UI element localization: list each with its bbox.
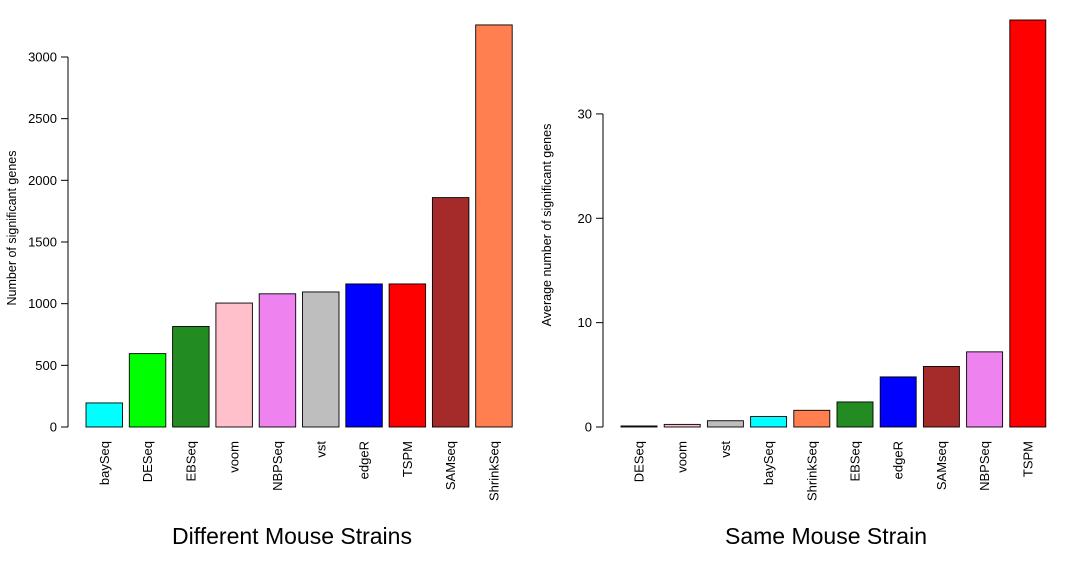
y-tick-label: 30 [578,106,592,121]
panel-title: Different Mouse Strains [172,523,412,549]
bar-edger [345,283,383,428]
bar-tspm [1009,19,1047,428]
bar-tspm [388,283,427,428]
bar-ebseq [172,326,210,428]
x-category-label: DESeq [632,441,647,482]
y-tick-label: 0 [585,420,592,435]
chart-panel-different-strains: 0 500 1000 1500 2000 2500 3000 Number of signif… [5,24,513,549]
y-tick-label: 3000 [28,50,57,65]
x-category-label: SAMseq [934,441,949,490]
x-category-label: baySeq [97,441,112,485]
x-category-label: edgeR [891,441,906,479]
x-category-label: voom [675,441,690,473]
x-category-label: edgeR [357,441,372,479]
y-tick-label: 20 [578,211,592,226]
y-axis-label: Average number of significant genes [540,124,554,327]
x-category-label: ShrinkSeq [804,441,819,501]
x-category-label: EBSeq [183,441,198,481]
chart-panel-same-strain: 0 10 20 30 Average number of significant gen… [540,19,1047,549]
y-tick-label: 2000 [28,173,57,188]
y-tick-label: 10 [578,315,592,330]
bar-vst [706,420,744,428]
bar-samseq [922,366,960,428]
y-tick-label: 2500 [28,111,57,126]
bar-bayseq [750,416,788,428]
x-category-label: TSPM [1020,441,1035,477]
bar-samseq [431,197,470,428]
x-category-label: NBPSeq [270,441,285,491]
x-category-label: TSPM [400,441,415,477]
bar-nbpseq [966,351,1004,428]
x-category-label: DESeq [140,441,155,482]
bar-ebseq [836,401,874,428]
bar-vst [302,291,340,428]
y-tick-label: 0 [50,420,57,435]
panel-title: Same Mouse Strain [725,523,927,549]
bar-bayseq [85,402,123,428]
x-category-label: ShrinkSeq [486,441,501,501]
bar-deseq [620,425,658,428]
bar-voom [215,302,253,428]
x-category-label: vst [718,441,733,458]
y-axis-label: Number of significant genes [5,151,19,306]
y-tick-label: 1000 [28,296,57,311]
bar-edger [879,376,917,428]
x-category-label: baySeq [761,441,776,485]
bar-voom [663,423,701,428]
x-category-label: EBSeq [848,441,863,481]
x-category-label: voom [227,441,242,473]
x-category-label: SAMseq [443,441,458,490]
bar-deseq [128,353,167,428]
x-category-label: vst [313,441,328,458]
bar-shrinkseq [475,24,513,428]
x-category-label: NBPSeq [977,441,992,491]
bar-nbpseq [258,293,297,428]
y-tick-label: 500 [35,358,57,373]
bar-shrinkseq [793,409,831,428]
y-tick-label: 1500 [28,235,57,250]
